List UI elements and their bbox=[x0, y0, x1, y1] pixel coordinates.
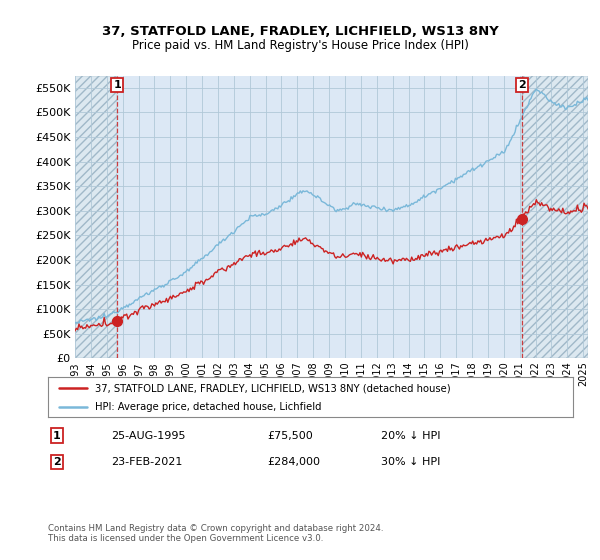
Text: HPI: Average price, detached house, Lichfield: HPI: Average price, detached house, Lich… bbox=[95, 402, 322, 412]
Text: 1: 1 bbox=[113, 80, 121, 90]
Text: 20% ↓ HPI: 20% ↓ HPI bbox=[381, 431, 440, 441]
Text: Contains HM Land Registry data © Crown copyright and database right 2024.
This d: Contains HM Land Registry data © Crown c… bbox=[48, 524, 383, 543]
Text: 23-FEB-2021: 23-FEB-2021 bbox=[111, 457, 182, 467]
Text: 2: 2 bbox=[53, 457, 61, 467]
Text: Price paid vs. HM Land Registry's House Price Index (HPI): Price paid vs. HM Land Registry's House … bbox=[131, 39, 469, 52]
Bar bbox=[522, 76, 588, 358]
Text: 37, STATFOLD LANE, FRADLEY, LICHFIELD, WS13 8NY (detached house): 37, STATFOLD LANE, FRADLEY, LICHFIELD, W… bbox=[95, 383, 451, 393]
Text: 25-AUG-1995: 25-AUG-1995 bbox=[111, 431, 185, 441]
Text: 37, STATFOLD LANE, FRADLEY, LICHFIELD, WS13 8NY: 37, STATFOLD LANE, FRADLEY, LICHFIELD, W… bbox=[101, 25, 499, 38]
Bar bbox=[75, 76, 117, 358]
Text: £284,000: £284,000 bbox=[267, 457, 320, 467]
Text: 1: 1 bbox=[53, 431, 61, 441]
Text: £75,500: £75,500 bbox=[267, 431, 313, 441]
Text: 2: 2 bbox=[518, 80, 526, 90]
Text: 30% ↓ HPI: 30% ↓ HPI bbox=[381, 457, 440, 467]
